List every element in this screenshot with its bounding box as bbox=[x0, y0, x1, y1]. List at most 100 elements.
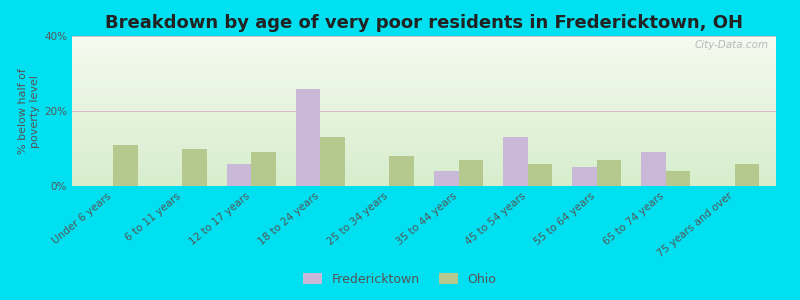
Bar bbox=[72, 165, 776, 166]
Bar bbox=[72, 148, 776, 150]
Bar bbox=[72, 120, 776, 122]
Bar bbox=[72, 63, 776, 64]
Bar bbox=[72, 177, 776, 178]
Bar bbox=[72, 60, 776, 61]
Bar bbox=[72, 176, 776, 177]
Bar bbox=[72, 92, 776, 93]
Bar bbox=[72, 68, 776, 69]
Bar bbox=[72, 116, 776, 117]
Bar bbox=[72, 172, 776, 174]
Bar bbox=[72, 88, 776, 90]
Bar bbox=[72, 112, 776, 114]
Bar bbox=[72, 129, 776, 130]
Bar bbox=[72, 180, 776, 182]
Bar bbox=[72, 51, 776, 52]
Bar bbox=[72, 111, 776, 112]
Bar bbox=[72, 118, 776, 120]
Bar bbox=[390, 156, 414, 186]
Bar bbox=[72, 87, 776, 88]
Bar bbox=[72, 132, 776, 134]
Bar bbox=[72, 48, 776, 50]
Bar bbox=[72, 154, 776, 156]
Bar bbox=[72, 142, 776, 144]
Bar bbox=[72, 169, 776, 171]
Bar bbox=[72, 45, 776, 46]
Bar bbox=[72, 46, 776, 48]
Bar bbox=[666, 171, 690, 186]
Bar bbox=[72, 130, 776, 132]
Bar bbox=[72, 82, 776, 84]
Bar bbox=[72, 167, 776, 168]
Bar bbox=[72, 57, 776, 58]
Bar bbox=[182, 148, 206, 186]
Bar bbox=[296, 88, 321, 186]
Bar bbox=[321, 137, 345, 186]
Bar bbox=[72, 42, 776, 44]
Bar bbox=[72, 135, 776, 136]
Bar bbox=[72, 140, 776, 141]
Bar bbox=[72, 138, 776, 140]
Bar bbox=[72, 74, 776, 75]
Bar bbox=[72, 136, 776, 138]
Bar bbox=[72, 85, 776, 87]
Bar bbox=[72, 134, 776, 135]
Bar bbox=[72, 61, 776, 63]
Bar bbox=[72, 126, 776, 128]
Bar bbox=[72, 56, 776, 57]
Bar bbox=[72, 122, 776, 123]
Text: City-Data.com: City-Data.com bbox=[695, 40, 769, 50]
Bar bbox=[72, 78, 776, 80]
Bar bbox=[72, 152, 776, 153]
Bar bbox=[72, 99, 776, 100]
Bar bbox=[72, 146, 776, 147]
Bar bbox=[72, 123, 776, 124]
Bar bbox=[72, 44, 776, 45]
Bar bbox=[72, 72, 776, 74]
Bar bbox=[72, 141, 776, 142]
Bar bbox=[72, 80, 776, 81]
Bar bbox=[72, 81, 776, 82]
Bar bbox=[72, 98, 776, 99]
Y-axis label: % below half of
poverty level: % below half of poverty level bbox=[18, 68, 40, 154]
Bar bbox=[572, 167, 597, 186]
Bar bbox=[72, 94, 776, 96]
Bar bbox=[72, 110, 776, 111]
Bar bbox=[72, 147, 776, 148]
Bar bbox=[72, 162, 776, 164]
Bar bbox=[72, 39, 776, 40]
Bar bbox=[72, 69, 776, 70]
Bar bbox=[72, 36, 776, 38]
Bar bbox=[503, 137, 527, 186]
Bar bbox=[72, 50, 776, 51]
Bar bbox=[434, 171, 458, 186]
Bar bbox=[72, 102, 776, 104]
Bar bbox=[72, 174, 776, 176]
Bar bbox=[72, 144, 776, 146]
Bar bbox=[72, 58, 776, 60]
Bar bbox=[114, 145, 138, 186]
Bar bbox=[72, 93, 776, 94]
Bar bbox=[72, 70, 776, 72]
Bar bbox=[72, 183, 776, 184]
Bar bbox=[72, 38, 776, 39]
Bar bbox=[72, 160, 776, 162]
Bar bbox=[72, 108, 776, 110]
Bar bbox=[72, 184, 776, 186]
Bar bbox=[72, 84, 776, 86]
Bar bbox=[72, 156, 776, 158]
Bar bbox=[227, 164, 251, 186]
Bar bbox=[251, 152, 276, 186]
Bar bbox=[72, 124, 776, 126]
Bar bbox=[72, 159, 776, 160]
Bar bbox=[72, 40, 776, 42]
Bar bbox=[72, 52, 776, 54]
Title: Breakdown by age of very poor residents in Fredericktown, OH: Breakdown by age of very poor residents … bbox=[105, 14, 743, 32]
Bar bbox=[72, 76, 776, 78]
Bar bbox=[72, 106, 776, 108]
Bar bbox=[72, 182, 776, 183]
Bar bbox=[72, 150, 776, 152]
Bar bbox=[734, 164, 758, 186]
Bar bbox=[72, 90, 776, 92]
Bar bbox=[72, 168, 776, 170]
Bar bbox=[72, 153, 776, 154]
